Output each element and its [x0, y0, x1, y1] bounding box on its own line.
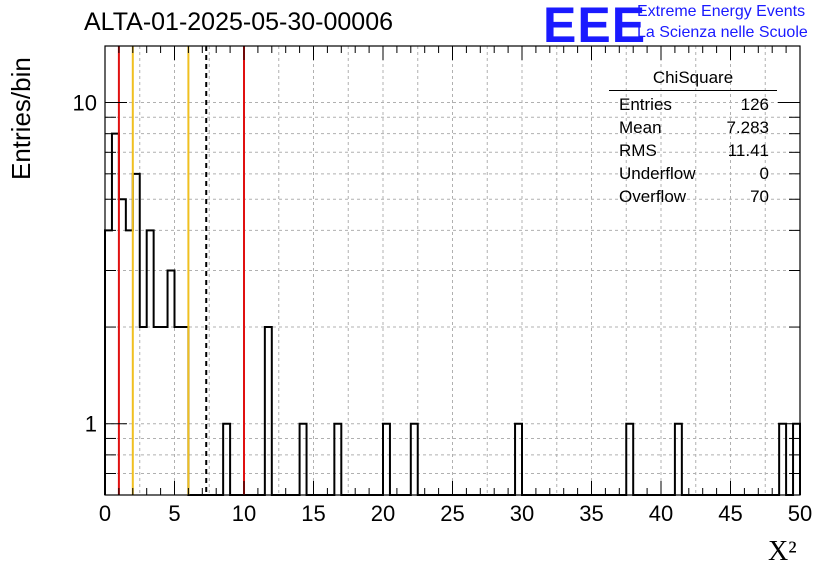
histogram-bin [112, 134, 119, 495]
histogram-bin [181, 327, 188, 495]
y-tick-label: 1 [85, 412, 97, 437]
histogram-bin [223, 424, 230, 495]
x-tick-labels: 0 5 10 15 20 25 30 35 40 45 50 [99, 501, 812, 526]
y-tick-label: 10 [73, 91, 97, 116]
stats-row-underflow: Underflow 0 [609, 162, 777, 185]
histogram-bin [119, 199, 126, 495]
histogram-bin [168, 271, 175, 496]
x-tick-label: 0 [99, 501, 111, 526]
histogram-bin [161, 327, 168, 495]
x-tick-label: 5 [168, 501, 180, 526]
histogram-bin [265, 327, 272, 495]
x-tick-label: 30 [510, 501, 534, 526]
histogram-bin [411, 424, 418, 495]
x-tick-label: 45 [718, 501, 742, 526]
stats-value: 70 [750, 187, 769, 206]
x-tick-label: 40 [649, 501, 673, 526]
histogram-bin [154, 327, 161, 495]
histogram-bin [140, 327, 147, 495]
grid [105, 46, 800, 495]
histogram-bin [793, 424, 800, 495]
eee-logo: EEE [543, 0, 647, 53]
stats-title: ChiSquare [609, 67, 777, 91]
stats-label: Overflow [619, 187, 687, 206]
histogram-bin [175, 327, 182, 495]
histogram-bin [300, 424, 307, 495]
x-tick-label: 50 [788, 501, 812, 526]
histogram-bin [133, 174, 140, 495]
x-axis-label: X² [768, 536, 797, 567]
stats-label: Underflow [619, 164, 696, 183]
x-tick-label: 20 [371, 501, 395, 526]
y-tick-labels: 1 10 [73, 91, 97, 437]
logo-caption-line1: Extreme Energy Events [637, 3, 806, 20]
x-tick-label: 10 [232, 501, 256, 526]
stats-row-entries: Entries 126 [609, 93, 777, 116]
histogram-bin [147, 230, 154, 495]
stats-row-mean: Mean 7.283 [609, 116, 777, 139]
stats-value: 7.283 [726, 118, 769, 137]
stats-box: ChiSquare Entries 126 Mean 7.283 RMS 11.… [609, 67, 777, 208]
histogram-bin [126, 230, 133, 495]
axis-ticks [104, 46, 801, 495]
stats-label: RMS [619, 141, 657, 160]
reference-lines [117, 46, 245, 495]
stats-value: 126 [740, 95, 769, 114]
histogram-bin [626, 424, 633, 495]
stats-label: Entries [619, 95, 672, 114]
x-tick-label: 25 [440, 501, 464, 526]
histogram-bin [383, 424, 390, 495]
chart-title: ALTA-01-2025-05-30-00006 [84, 8, 393, 36]
histogram-bin [515, 424, 522, 495]
x-tick-label: 15 [301, 501, 325, 526]
stats-value: 11.41 [727, 141, 769, 160]
histogram-bin [779, 424, 786, 495]
stats-row-overflow: Overflow 70 [609, 185, 777, 208]
stats-value: 0 [759, 164, 769, 183]
x-tick-label: 35 [579, 501, 603, 526]
stats-label: Mean [619, 118, 662, 137]
histogram-bin [334, 424, 341, 495]
y-axis-label: Entries/bin [6, 57, 36, 180]
logo-caption-line2: La Scienza nelle Scuole [637, 24, 808, 41]
histogram-bin [675, 424, 682, 495]
stats-row-rms: RMS 11.41 [609, 139, 777, 162]
